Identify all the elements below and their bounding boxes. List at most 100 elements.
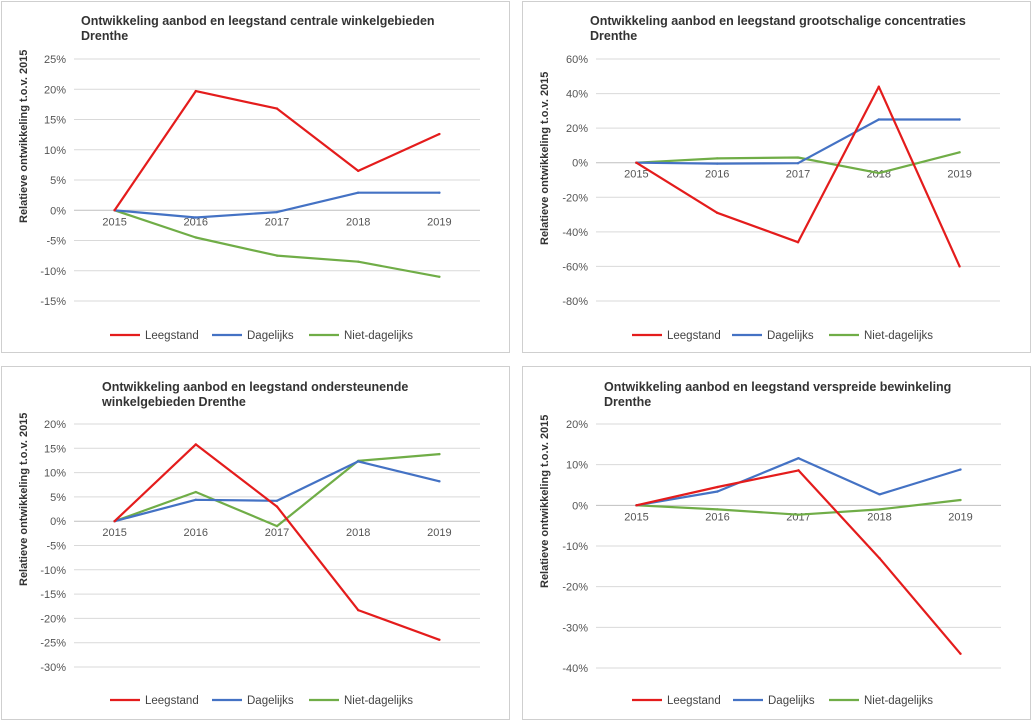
chart-title: Ontwikkeling aanbod en leegstand onderst… bbox=[102, 380, 409, 409]
line-chart: -40%-30%-20%-10%0%10%20%2015 2016 2017 2018… bbox=[562, 419, 1001, 707]
y-tick-label: -5% bbox=[46, 541, 66, 553]
data-point-dagelijks bbox=[878, 493, 881, 496]
x-tick-label: 2015 bbox=[624, 169, 648, 181]
data-point-dagelijks bbox=[194, 216, 197, 219]
line-chart: -80% -60% -40% -20% 0% 20% 40% 60% 2015 2016 2017 2… bbox=[562, 54, 1000, 342]
data-point-leegstand bbox=[275, 107, 279, 110]
x-tick-label: 2019 bbox=[947, 169, 971, 181]
data-point-dagelijks bbox=[959, 468, 962, 471]
y-tick-label: -25% bbox=[40, 638, 66, 650]
data-point-leegstand bbox=[635, 161, 638, 164]
data-point-leegstand bbox=[438, 132, 441, 136]
data-point-niet-dagelijks bbox=[878, 508, 881, 511]
x-tick-label: 2019 bbox=[427, 216, 451, 228]
legend-label-leegstand: Leegstand bbox=[145, 330, 199, 342]
x-tick-label: 2016 bbox=[705, 169, 729, 181]
data-point-leegstand bbox=[958, 265, 961, 268]
data-point-leegstand bbox=[357, 169, 360, 173]
y-tick-label: -10% bbox=[40, 266, 66, 278]
data-point-dagelijks bbox=[796, 162, 800, 165]
y-tick-label: -10% bbox=[40, 565, 66, 577]
y-tick-label: -20% bbox=[562, 582, 588, 594]
legend-label-leegstand: Leegstand bbox=[145, 695, 199, 707]
data-point-dagelijks bbox=[438, 480, 441, 483]
legend-label-niet-dagelijks: Niet-dagelijks bbox=[864, 695, 933, 707]
data-point-leegstand bbox=[194, 89, 197, 93]
data-point-leegstand bbox=[113, 209, 116, 212]
data-point-dagelijks bbox=[797, 456, 800, 460]
legend-label-leegstand: Leegstand bbox=[667, 330, 721, 342]
chart-title: Ontwikkeling aanbod en leegstand central… bbox=[81, 14, 435, 43]
y-tick-label: 5% bbox=[50, 175, 66, 187]
y-tick-label: -30% bbox=[562, 622, 588, 634]
y-tick-label: 60% bbox=[566, 54, 588, 66]
data-point-leegstand bbox=[877, 85, 880, 88]
data-point-niet-dagelijks bbox=[716, 508, 719, 511]
y-tick-label: 20% bbox=[44, 84, 66, 96]
legend-label-dagelijks: Dagelijks bbox=[247, 695, 294, 707]
data-point-niet-dagelijks bbox=[275, 254, 279, 257]
data-point-dagelijks bbox=[275, 499, 279, 502]
line-chart: -15% -10% -5% 0% 5% 10% 15% 20% 25% 2015 2016 2017 2… bbox=[40, 54, 480, 342]
y-tick-label: 20% bbox=[566, 123, 588, 135]
data-point-leegstand bbox=[275, 505, 279, 508]
chart-panel-grootschalige-concentraties: Ontwikkeling aanbod en leegstand grootsc… bbox=[522, 1, 1031, 353]
y-tick-label: -15% bbox=[40, 296, 66, 308]
y-tick-label: 0% bbox=[572, 158, 588, 170]
data-point-niet-dagelijks bbox=[194, 490, 197, 494]
data-point-leegstand bbox=[878, 557, 881, 560]
data-point-niet-dagelijks bbox=[275, 524, 279, 528]
legend-label-dagelijks: Dagelijks bbox=[768, 695, 815, 707]
y-tick-label: -5% bbox=[46, 236, 66, 248]
y-tick-label: 40% bbox=[566, 89, 588, 101]
y-tick-label: -20% bbox=[562, 192, 588, 204]
data-point-niet-dagelijks bbox=[877, 171, 880, 175]
data-point-leegstand bbox=[716, 485, 719, 489]
data-point-niet-dagelijks bbox=[716, 157, 719, 160]
data-point-dagelijks bbox=[716, 162, 719, 165]
legend-label-dagelijks: Dagelijks bbox=[767, 330, 814, 342]
line-chart: -30% -25% -20% -15% -10% -5% 0% 5% 10% 15% 20% 2015… bbox=[40, 419, 480, 707]
x-tick-label: 2019 bbox=[427, 527, 451, 539]
data-point-leegstand bbox=[959, 652, 962, 655]
chart-panel-centrale-winkelgebieden: Ontwikkeling aanbod en leegstand central… bbox=[1, 1, 510, 353]
series-line-dagelijks bbox=[636, 457, 961, 507]
y-tick-label: -20% bbox=[40, 613, 66, 625]
x-tick-label: 2017 bbox=[265, 527, 289, 539]
y-tick-label: 0% bbox=[50, 516, 66, 528]
y-tick-label: -10% bbox=[562, 541, 588, 553]
data-point-niet-dagelijks bbox=[438, 275, 441, 278]
series-line-dagelijks bbox=[114, 191, 440, 219]
x-tick-label: 2016 bbox=[184, 527, 208, 539]
y-tick-label: 0% bbox=[572, 500, 588, 512]
x-tick-label: 2017 bbox=[786, 169, 810, 181]
data-point-leegstand bbox=[113, 520, 116, 523]
data-point-dagelijks bbox=[958, 118, 961, 121]
y-tick-label: -40% bbox=[562, 663, 588, 675]
y-tick-label: -80% bbox=[562, 296, 588, 308]
data-point-leegstand bbox=[635, 504, 638, 507]
chart-title: Ontwikkeling aanbod en leegstand verspre… bbox=[604, 380, 952, 409]
x-tick-label: 2016 bbox=[184, 216, 208, 228]
x-tick-label: 2018 bbox=[346, 527, 370, 539]
data-point-leegstand bbox=[194, 443, 197, 446]
data-point-niet-dagelijks bbox=[194, 236, 197, 239]
x-tick-label: 2019 bbox=[948, 511, 972, 523]
legend-label-leegstand: Leegstand bbox=[667, 695, 721, 707]
data-point-dagelijks bbox=[194, 498, 197, 502]
data-point-dagelijks bbox=[275, 210, 279, 214]
data-point-leegstand bbox=[797, 469, 800, 472]
x-tick-label: 2018 bbox=[346, 216, 370, 228]
x-tick-label: 2018 bbox=[867, 511, 891, 523]
y-tick-label: 5% bbox=[50, 492, 66, 504]
data-point-leegstand bbox=[716, 211, 719, 215]
data-point-leegstand bbox=[796, 241, 800, 244]
legend-label-niet-dagelijks: Niet-dagelijks bbox=[864, 330, 933, 342]
legend-label-niet-dagelijks: Niet-dagelijks bbox=[344, 330, 413, 342]
data-point-dagelijks bbox=[357, 191, 360, 194]
y-tick-label: -15% bbox=[40, 589, 66, 601]
x-tick-label: 2017 bbox=[265, 216, 289, 228]
data-point-leegstand bbox=[438, 638, 441, 641]
y-tick-label: 25% bbox=[44, 54, 66, 66]
y-tick-label: 20% bbox=[44, 419, 66, 431]
